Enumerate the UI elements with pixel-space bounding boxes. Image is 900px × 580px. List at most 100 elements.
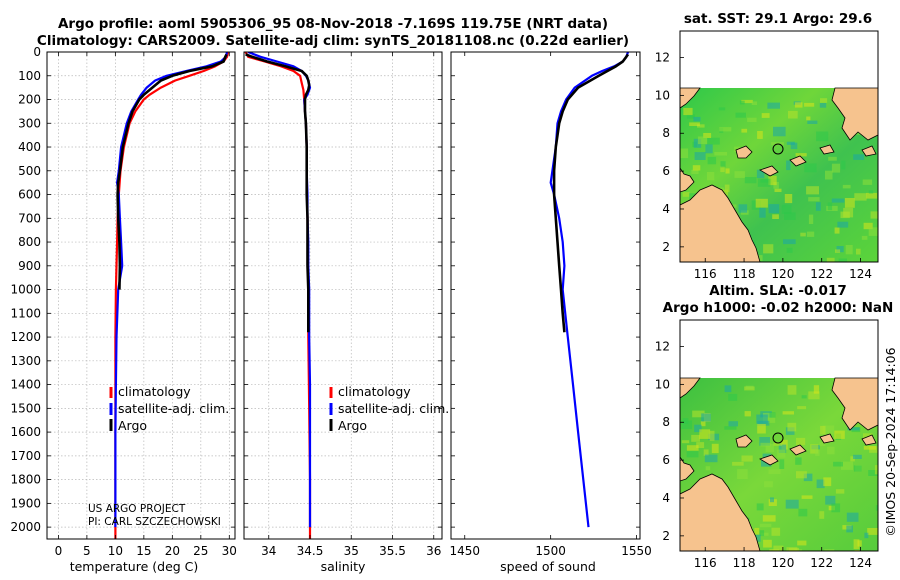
map-speckle (806, 116, 811, 121)
map-speckle (764, 481, 773, 488)
map-speckle (741, 455, 753, 462)
map-speckle (868, 227, 878, 236)
sound-speed-panel: 1450 1500 1550 speed of sound (449, 51, 652, 574)
map-speckle (798, 508, 808, 517)
map-speckle (761, 113, 770, 118)
depth-tick-label: 800 (18, 235, 41, 249)
map-y-tick-label: 12 (655, 51, 670, 65)
depth-tick-label: 500 (18, 164, 41, 178)
map-y-tick-label: 4 (662, 491, 670, 505)
x-tick-label: 5 (83, 544, 91, 558)
sst-map: sat. SST: 29.1 Argo: 29.6 116 118 120 122 12… (655, 11, 879, 281)
sound-speed-xlabel: speed of sound (500, 559, 596, 574)
map-x-tick-label: 118 (733, 556, 756, 570)
map-speckle (806, 186, 819, 195)
map-speckle (689, 122, 700, 126)
legend-label-argo: Argo (338, 418, 367, 433)
imos-watermark: ©IMOS 20-Sep-2024 17:14:06 (883, 347, 898, 536)
map-speckle (825, 495, 836, 505)
map-speckle (804, 102, 815, 107)
depth-tick-labels: 0 100 200 300 400 500 600 700 800 900 1000 1100 1200… (10, 45, 41, 534)
sst-land-west (680, 167, 695, 193)
map-speckle (831, 503, 841, 513)
map-speckle (724, 426, 737, 430)
map-speckle (728, 421, 738, 427)
map-y-tick-label: 10 (655, 88, 670, 102)
map-speckle (794, 102, 803, 108)
temperature-lines (114, 52, 230, 539)
map-speckle (718, 107, 726, 111)
map-speckle (874, 465, 878, 475)
map-speckle (681, 420, 693, 430)
x-tick-label: 10 (108, 544, 123, 558)
map-speckle (787, 385, 797, 395)
map-speckle (846, 525, 853, 533)
map-x-tick-label: 122 (810, 556, 833, 570)
map-speckle (796, 437, 806, 446)
map-speckle (738, 204, 748, 213)
map-speckle (819, 511, 825, 519)
map-speckle (774, 188, 782, 192)
map-speckle (739, 100, 745, 105)
map-speckle (692, 410, 705, 418)
depth-tick-label: 200 (18, 93, 41, 107)
map-speckle (771, 527, 781, 536)
temperature-legend: climatology satellite-adj. clim. Argo (109, 384, 229, 433)
map-speckle (759, 207, 766, 218)
map-speckle (700, 421, 706, 427)
map-speckle (854, 193, 867, 201)
map-speckle (824, 549, 835, 551)
map-speckle (803, 473, 813, 482)
sla-map-title-line2: Argo h1000: -0.02 h2000: NaN (663, 300, 894, 316)
map-speckle (783, 239, 796, 245)
map-speckle (757, 131, 763, 139)
sound-speed-tick-labels: 1450 1500 1550 (449, 51, 652, 558)
map-speckle (696, 442, 705, 448)
map-speckle (732, 461, 744, 466)
series-line-climatology (114, 52, 230, 539)
map-y-tick-label: 6 (662, 164, 670, 178)
x-tick-label: 1450 (449, 544, 480, 558)
map-speckle (796, 471, 807, 479)
map-speckle (762, 515, 776, 522)
figure-title-line2: Climatology: CARS2009. Satellite-adj cli… (37, 33, 629, 49)
map-speckle (826, 257, 835, 262)
map-speckle (686, 114, 695, 119)
map-speckle (773, 545, 784, 551)
sst-land-palawan (680, 87, 701, 109)
depth-tick-label: 1400 (10, 378, 41, 392)
map-speckle (863, 222, 873, 230)
depth-tick-label: 1000 (10, 283, 41, 297)
x-tick-label: 20 (165, 544, 180, 558)
map-x-tick-label: 120 (771, 267, 794, 281)
map-speckle (836, 246, 844, 253)
map-speckle (863, 446, 876, 450)
map-speckle (864, 532, 869, 539)
depth-tick-label: 700 (18, 211, 41, 225)
map-speckle (744, 411, 751, 417)
map-y-tick-label: 6 (662, 453, 670, 467)
map-speckle (768, 175, 777, 186)
legend-label-satellite: satellite-adj. clim. (338, 401, 449, 416)
map-speckle (735, 112, 746, 118)
map-speckle (769, 549, 780, 551)
map-speckle (747, 117, 757, 122)
map-speckle (806, 231, 815, 237)
temperature-tick-labels: 0 5 10 15 20 25 30 (47, 51, 237, 558)
map-speckle (728, 393, 738, 401)
depth-tick-label: 1900 (10, 496, 41, 510)
map-speckle (797, 540, 807, 546)
depth-tick-label: 300 (18, 116, 41, 130)
map-speckle (850, 456, 855, 462)
map-speckle (737, 469, 748, 479)
map-speckle (763, 539, 772, 548)
salinity-lines (244, 52, 312, 539)
depth-tick-label: 1500 (10, 401, 41, 415)
map-y-tick-label: 8 (662, 415, 670, 429)
map-speckle (856, 248, 861, 255)
map-speckle (768, 499, 777, 506)
map-speckle (773, 181, 779, 189)
map-speckle (773, 442, 783, 446)
map-speckle (800, 232, 806, 237)
map-speckle (756, 414, 768, 424)
